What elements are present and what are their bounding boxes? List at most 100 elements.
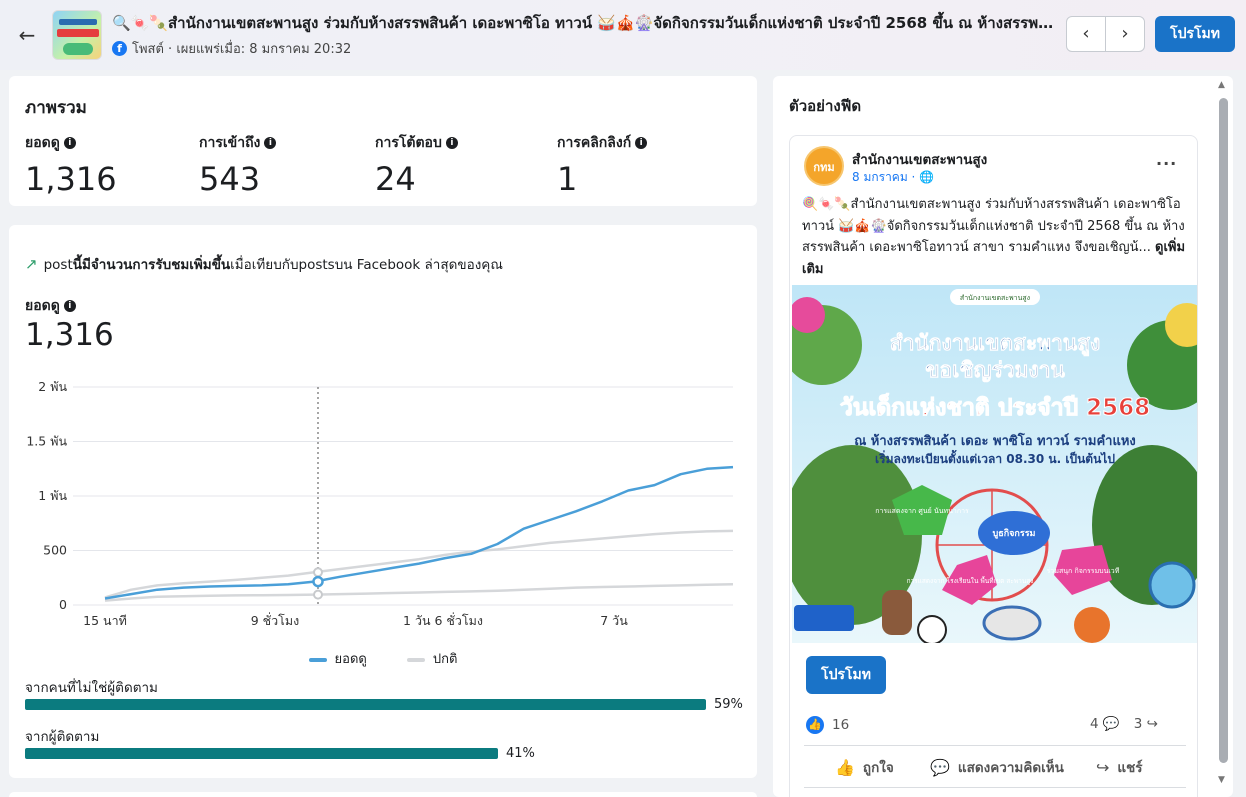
scroll-down-icon[interactable]: ▼ xyxy=(1218,775,1225,785)
trend-message: ↗ postนี้มีจำนวนการรับชมเพิ่มขึ้นเมื่อเท… xyxy=(25,253,503,275)
like-reaction-icon: 👍 xyxy=(806,716,824,734)
post-date-text: 8 มกราคม · xyxy=(852,170,916,184)
page-name[interactable]: สำนักงานเขตสะพานสูง xyxy=(852,152,988,168)
shares-count[interactable]: 3 ↪ xyxy=(1134,716,1158,732)
legend-views-label: ยอดดู xyxy=(334,652,367,667)
like-action[interactable]: 👍 ถูกใจ xyxy=(835,756,894,778)
legend-typical-label: ปกติ xyxy=(432,652,458,667)
poster-header: สำนักงานเขตสะพานสูง xyxy=(960,294,1030,302)
reactions[interactable]: 👍 16 xyxy=(806,716,849,734)
followers-pct: 41% xyxy=(506,746,535,761)
scroll-up-icon[interactable]: ▲ xyxy=(1218,80,1225,90)
share-arrow-icon: ↪ xyxy=(1096,757,1110,777)
metric-value: 1,316 xyxy=(25,160,117,198)
poster-line2: ขอเชิญร่วมงาน xyxy=(925,358,1065,383)
trend-bold: นี้มีจำนวนการรับชมเพิ่มขึ้น xyxy=(72,257,231,273)
hover-point-views xyxy=(312,575,324,588)
comment-action[interactable]: 💬 แสดงความคิดเห็น xyxy=(930,756,1064,778)
likes-count: 16 xyxy=(832,717,850,733)
metric-label: การคลิกลิงก์ xyxy=(557,135,632,151)
post-text: 🍭🍬🍡สำนักงานเขตสะพานสูง ร่วมกับห้างสรรพสิ… xyxy=(802,194,1190,280)
non-followers-pct: 59% xyxy=(714,697,743,712)
info-icon[interactable]: i xyxy=(635,137,648,149)
divider xyxy=(804,745,1186,746)
info-icon[interactable]: i xyxy=(445,137,458,149)
metric-label: การโต้ตอบ xyxy=(375,135,442,151)
more-options-icon[interactable]: ··· xyxy=(1156,154,1178,173)
trend-post: เมื่อเทียบกับpostsบน Facebook ล่าสุดของค… xyxy=(230,257,503,273)
feed-scrollbar[interactable] xyxy=(1219,98,1228,763)
followers-bar xyxy=(25,748,498,759)
post-date[interactable]: 8 มกราคม · 🌐 xyxy=(852,168,934,187)
metric-link-clicks: การคลิกลิงก์ i 1 xyxy=(557,132,648,198)
poster-line5: เริ่มลงทะเบียนตั้งแต่เวลา 08.30 น. เป็นต… xyxy=(875,449,1115,466)
info-icon[interactable]: i xyxy=(63,137,76,149)
comment-action-label: แสดงความคิดเห็น xyxy=(957,760,1064,776)
post-thumbnail xyxy=(52,10,102,60)
typical-series-line xyxy=(104,583,734,602)
next-post-button[interactable]: › xyxy=(1105,16,1145,52)
typical-series-line xyxy=(104,529,734,599)
hover-point-range-low xyxy=(313,589,323,600)
info-icon[interactable]: i xyxy=(63,300,76,312)
see-more-link[interactable]: ดูเพิ่มเติม xyxy=(802,240,1186,277)
feed-post: กทม สำนักงานเขตสะพานสูง 8 มกราคม · 🌐 ···… xyxy=(789,135,1198,797)
y-tick-label: 1.5 พัน xyxy=(26,434,67,449)
post-subline: f โพสต์ · เผยแพร่เมื่อ: 8 มกราคม 20:32 xyxy=(112,38,351,59)
post-image[interactable]: สำนักงานเขตสะพานสูง สำนักงานเขตสะพานสูง … xyxy=(792,285,1198,643)
y-tick-label: 1 พัน xyxy=(38,488,67,503)
legend-typical[interactable]: ปกติ xyxy=(406,648,458,669)
overview-card: ภาพรวม ยอดดู i 1,316 การเข้าถึง i 543 การโ… xyxy=(9,76,757,206)
y-tick-label: 2 พัน xyxy=(38,379,67,394)
shares-number: 3 xyxy=(1133,716,1143,732)
metric-value: 543 xyxy=(199,160,261,198)
non-followers-bar xyxy=(25,699,706,710)
trend-pre: post xyxy=(43,257,73,273)
views-line-chart[interactable]: 2 พัน 1.5 พัน 1 พัน 500 0 15 นาที 9 ชั่วโมง 1 ว… xyxy=(9,370,757,640)
metric-value: 1 xyxy=(557,160,578,198)
x-tick-label: 9 ชั่วโมง xyxy=(251,612,300,628)
thumbs-up-icon: 👍 xyxy=(835,757,855,777)
comments-count[interactable]: 4 💬 xyxy=(1090,716,1120,732)
overview-title: ภาพรวม xyxy=(25,98,87,118)
share-action-label: แชร์ xyxy=(1117,760,1143,776)
trending-up-icon: ↗ xyxy=(25,255,38,273)
promote-button[interactable]: โปรโมท xyxy=(1155,16,1235,52)
y-tick-label: 0 xyxy=(59,597,67,612)
engagement-counts: 4 💬 3 ↪ xyxy=(1090,716,1158,732)
views-label: ยอดดู i xyxy=(25,295,76,317)
next-card-edge xyxy=(9,792,757,797)
hover-point-range-high xyxy=(313,567,323,578)
metric-label: การเข้าถึง xyxy=(199,135,261,151)
comments-number: 4 xyxy=(1090,716,1099,732)
share-action[interactable]: ↪ แชร์ xyxy=(1096,756,1143,778)
metric-engagement: การโต้ตอบ i 24 xyxy=(375,132,458,198)
x-tick-label: 15 นาที xyxy=(83,613,127,628)
x-tick-label: 1 วัน 6 ชั่วโมง xyxy=(403,612,483,628)
page-avatar[interactable]: กทม xyxy=(804,146,844,186)
poster-badge4: ร่วมสนุก กิจกรรมบนเวที xyxy=(1047,567,1120,575)
previous-post-button[interactable]: ‹ xyxy=(1066,16,1106,52)
poster-line3: วันเด็กแห่งชาติ ประจำปี 2568 xyxy=(840,392,1150,421)
metric-label: ยอดดู xyxy=(25,135,60,151)
comment-icon: 💬 xyxy=(1102,716,1120,732)
poster-badge1: การแสดงจาก ศูนย์ นันทนาการ xyxy=(875,507,969,515)
views-value: 1,316 xyxy=(25,317,114,353)
globe-icon: 🌐 xyxy=(919,170,935,184)
poster-badge3: การแสดงจาก โรงเรียนใน พื้นที่เขต สะพานสู… xyxy=(907,576,1034,585)
info-icon[interactable]: i xyxy=(264,137,277,149)
divider xyxy=(804,787,1186,788)
views-performance-card: ↗ postนี้มีจำนวนการรับชมเพิ่มขึ้นเมื่อเท… xyxy=(9,225,757,778)
y-tick-label: 500 xyxy=(43,543,67,558)
share-icon: ↪ xyxy=(1146,716,1158,732)
poster-line1: สำนักงานเขตสะพานสูง xyxy=(890,331,1100,357)
back-arrow-icon[interactable]: ← xyxy=(18,23,36,47)
metric-views: ยอดดู i 1,316 xyxy=(25,132,117,198)
feed-preview-card: ตัวอย่างฟีด กทม สำนักงานเขตสะพานสูง 8 มก… xyxy=(773,76,1233,797)
facebook-icon: f xyxy=(112,41,127,56)
promote-post-button[interactable]: โปรโมท xyxy=(806,656,886,694)
views-series-line xyxy=(104,465,734,600)
post-published: โพสต์ · เผยแพร่เมื่อ: 8 มกราคม 20:32 xyxy=(132,42,352,57)
feed-preview-title: ตัวอย่างฟีด xyxy=(789,97,862,115)
legend-views[interactable]: ยอดดู xyxy=(308,648,367,669)
